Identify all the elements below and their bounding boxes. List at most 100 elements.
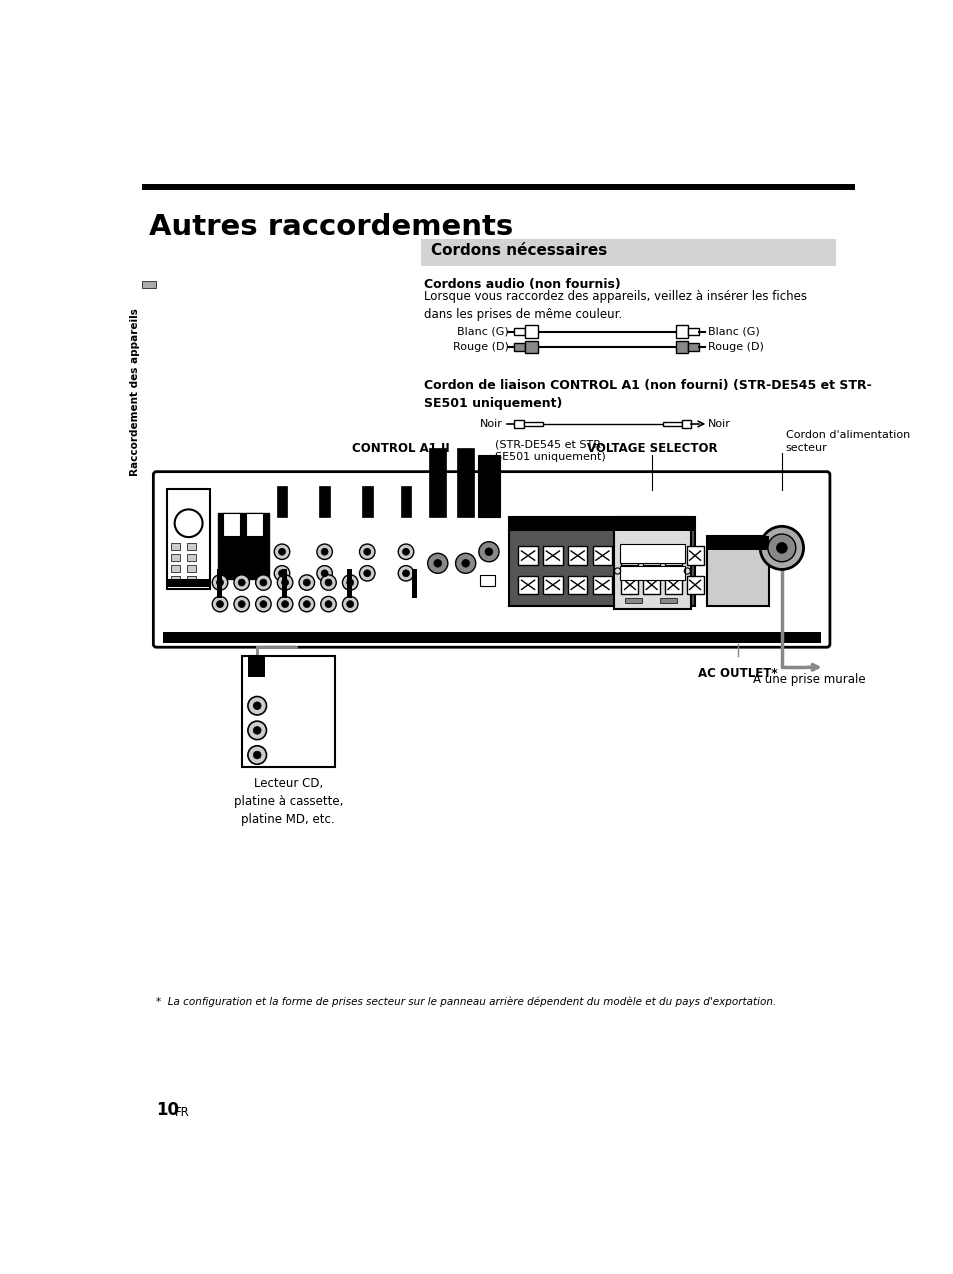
Circle shape — [316, 544, 332, 559]
Bar — [592, 576, 612, 594]
Bar — [456, 447, 474, 517]
Circle shape — [760, 526, 802, 569]
Circle shape — [259, 580, 267, 586]
Text: Rouge (D): Rouge (D) — [707, 341, 763, 352]
Bar — [523, 422, 542, 427]
Bar — [675, 325, 687, 338]
Bar — [282, 568, 286, 598]
Bar — [187, 554, 195, 561]
Text: Rouge (D): Rouge (D) — [453, 341, 509, 352]
Text: Cordon d'alimentation
secteur: Cordon d'alimentation secteur — [785, 431, 909, 454]
Circle shape — [342, 596, 357, 612]
Circle shape — [255, 575, 271, 590]
Bar — [171, 543, 180, 550]
Bar — [619, 567, 684, 580]
Circle shape — [281, 580, 289, 586]
Bar — [664, 576, 681, 594]
Bar — [218, 513, 269, 578]
Bar — [525, 325, 537, 338]
Circle shape — [253, 702, 261, 710]
Bar — [542, 576, 562, 594]
Bar — [517, 576, 537, 594]
Bar — [567, 547, 587, 564]
Bar — [216, 568, 221, 598]
Bar — [509, 517, 695, 531]
Circle shape — [321, 548, 328, 555]
Bar — [429, 447, 446, 517]
Circle shape — [320, 596, 335, 612]
Bar — [479, 575, 495, 586]
Bar — [613, 517, 691, 531]
Circle shape — [359, 566, 375, 581]
Bar — [686, 547, 703, 564]
Bar — [276, 487, 287, 517]
Text: Blanc (G): Blanc (G) — [456, 326, 509, 336]
Text: AC OUTLET*: AC OUTLET* — [698, 668, 777, 680]
Circle shape — [325, 600, 332, 608]
Text: 10: 10 — [156, 1101, 179, 1120]
Bar — [620, 547, 638, 564]
Bar — [686, 576, 703, 594]
Text: Lorsque vous raccordez des appareils, veillez à insérer les fiches
dans les pris: Lorsque vous raccordez des appareils, ve… — [423, 290, 806, 321]
Bar — [706, 536, 768, 605]
Circle shape — [346, 600, 354, 608]
Circle shape — [484, 548, 493, 555]
Bar — [400, 487, 411, 517]
Circle shape — [255, 596, 271, 612]
Bar — [661, 422, 681, 427]
Bar — [514, 343, 525, 350]
Circle shape — [298, 575, 314, 590]
Text: Noir: Noir — [479, 419, 502, 429]
Circle shape — [363, 569, 371, 577]
Bar — [412, 568, 416, 598]
Bar — [664, 547, 681, 564]
Bar — [167, 580, 210, 587]
Text: *  La configuration et la forme de prises secteur sur le panneau arrière dépende: * La configuration et la forme de prises… — [156, 996, 776, 1006]
Bar — [525, 340, 537, 353]
Circle shape — [253, 726, 261, 734]
FancyBboxPatch shape — [153, 471, 829, 647]
Circle shape — [238, 580, 245, 586]
Circle shape — [346, 580, 354, 586]
Circle shape — [248, 745, 266, 764]
Bar — [361, 487, 373, 517]
Bar — [248, 656, 265, 678]
Bar — [171, 554, 180, 561]
Bar — [246, 513, 263, 536]
Text: Autres raccordements: Autres raccordements — [149, 213, 513, 241]
Bar — [642, 576, 659, 594]
Bar — [171, 564, 180, 572]
Bar — [592, 547, 612, 564]
Bar — [659, 598, 677, 604]
Circle shape — [402, 548, 409, 555]
Circle shape — [248, 721, 266, 740]
Circle shape — [216, 580, 223, 586]
Bar — [162, 632, 820, 642]
Text: Blanc (G): Blanc (G) — [707, 326, 760, 336]
Bar — [619, 544, 684, 563]
Text: Lecteur CD,
platine à cassette,
platine MD, etc.: Lecteur CD, platine à cassette, platine … — [233, 777, 342, 826]
Circle shape — [434, 559, 441, 567]
Circle shape — [478, 541, 498, 562]
Bar — [542, 547, 562, 564]
Circle shape — [342, 575, 357, 590]
Bar — [142, 282, 156, 288]
Circle shape — [248, 697, 266, 715]
Circle shape — [277, 575, 293, 590]
Circle shape — [274, 544, 290, 559]
Circle shape — [320, 575, 335, 590]
Circle shape — [274, 566, 290, 581]
Circle shape — [278, 569, 285, 577]
Bar — [613, 517, 691, 609]
Circle shape — [456, 553, 476, 573]
Bar — [167, 489, 210, 589]
Circle shape — [212, 575, 228, 590]
Text: Cordons nécessaires: Cordons nécessaires — [431, 243, 606, 257]
Circle shape — [298, 596, 314, 612]
Circle shape — [321, 569, 328, 577]
Circle shape — [776, 543, 786, 553]
Text: Raccordement des appareils: Raccordement des appareils — [130, 307, 139, 475]
Text: CONTROL A1 II: CONTROL A1 II — [352, 442, 450, 456]
Circle shape — [427, 553, 447, 573]
Circle shape — [238, 600, 245, 608]
